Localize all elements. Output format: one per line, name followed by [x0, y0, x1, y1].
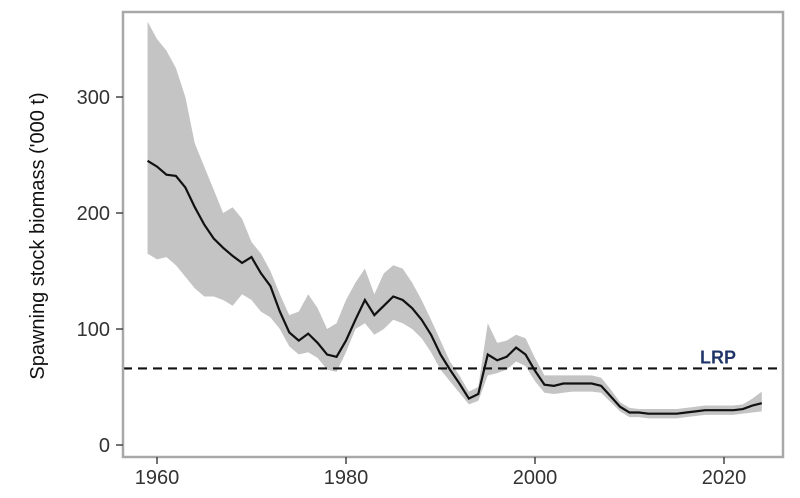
- confidence-band: [147, 21, 762, 419]
- y-tick-label: 200: [77, 203, 110, 225]
- median-line: [146, 159, 763, 415]
- x-tick-label: 2000: [513, 467, 558, 489]
- plot-frame: [121, 10, 785, 459]
- lrp-label: LRP: [700, 347, 736, 367]
- x-tick-label: 1960: [135, 467, 180, 489]
- y-tick-label: 300: [77, 87, 110, 109]
- y-tick-label: 0: [99, 435, 110, 457]
- x-tick-label: 2020: [702, 467, 747, 489]
- y-axis-label: Spawning stock biomass ('000 t): [27, 92, 49, 379]
- y-tick-label: 100: [77, 319, 110, 341]
- x-tick-label: 1980: [324, 467, 369, 489]
